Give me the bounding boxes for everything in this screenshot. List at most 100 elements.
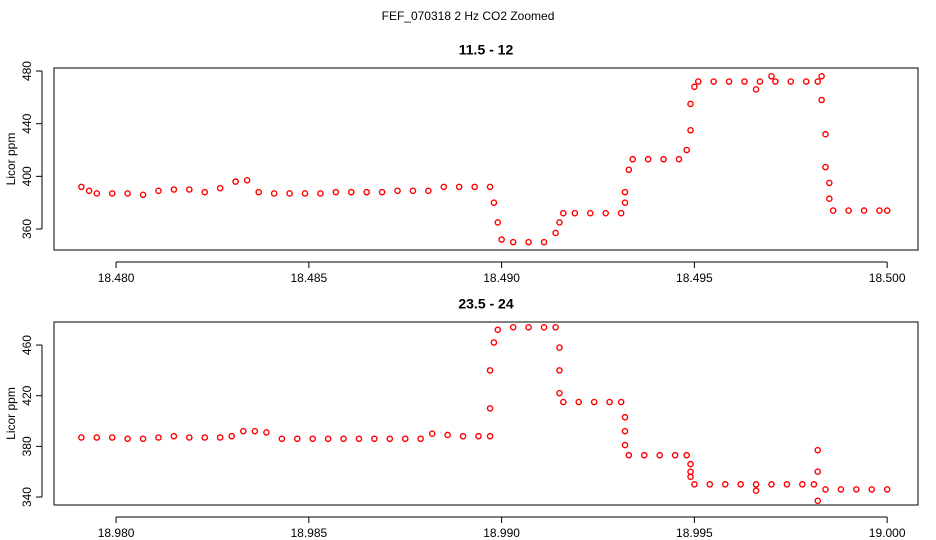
point	[293, 435, 301, 443]
x-tick-label: 18.995	[676, 526, 713, 540]
y-tick-label: 360	[20, 219, 34, 239]
point	[783, 481, 791, 488]
y-tick-label: 340	[20, 487, 34, 507]
point	[85, 187, 93, 195]
point	[155, 434, 162, 441]
point	[552, 229, 559, 237]
point	[556, 219, 563, 226]
point	[883, 486, 891, 493]
point	[586, 209, 594, 217]
point	[829, 207, 837, 214]
point	[417, 435, 424, 443]
point	[687, 473, 694, 481]
point	[876, 207, 883, 214]
point	[687, 100, 694, 108]
y-tick-label: 460	[20, 335, 34, 355]
point	[602, 209, 610, 217]
point	[802, 78, 810, 85]
point	[459, 432, 467, 440]
point	[552, 324, 559, 331]
x-tick-label: 18.980	[98, 526, 135, 540]
point	[301, 190, 309, 197]
point	[694, 78, 702, 85]
point	[486, 183, 494, 191]
point	[818, 96, 825, 104]
point	[826, 179, 833, 187]
point	[409, 187, 417, 195]
point	[768, 72, 775, 80]
point	[340, 435, 347, 443]
point	[255, 188, 263, 196]
point	[799, 481, 806, 488]
point	[621, 427, 629, 435]
point	[710, 78, 717, 85]
point	[837, 486, 845, 493]
x-tick-label: 18.495	[676, 271, 713, 285]
point	[706, 481, 714, 488]
point	[556, 389, 563, 397]
point	[108, 190, 116, 197]
point	[494, 326, 502, 334]
point	[378, 188, 386, 196]
point	[78, 434, 85, 441]
point	[621, 441, 629, 449]
x-tick-label: 18.500	[869, 271, 906, 285]
point	[691, 481, 698, 488]
point	[737, 481, 744, 488]
x-tick-label: 18.480	[98, 271, 135, 285]
point	[540, 238, 548, 246]
point	[425, 187, 432, 195]
figure-title: FEF_070318 2 Hz CO2 Zoomed	[382, 9, 555, 23]
point	[270, 190, 278, 197]
point	[486, 432, 494, 440]
point	[216, 184, 224, 192]
point	[201, 188, 209, 196]
point	[240, 427, 247, 435]
point	[814, 497, 822, 505]
point	[656, 451, 663, 459]
point	[822, 486, 829, 493]
point	[471, 183, 478, 191]
point	[444, 431, 451, 439]
point	[401, 435, 409, 443]
point	[752, 481, 760, 488]
point	[725, 78, 733, 85]
point	[78, 183, 85, 191]
point	[814, 78, 822, 85]
point	[124, 190, 131, 197]
point	[845, 207, 852, 214]
point	[683, 146, 690, 154]
point	[525, 238, 532, 246]
point	[251, 427, 259, 435]
point	[621, 413, 629, 421]
point	[822, 130, 829, 138]
point	[660, 155, 667, 163]
point	[868, 486, 876, 493]
point	[640, 451, 648, 459]
point	[606, 398, 613, 406]
point	[498, 236, 505, 243]
point	[455, 183, 463, 191]
point	[818, 72, 825, 80]
point	[186, 186, 193, 193]
point	[124, 435, 131, 443]
point	[201, 434, 209, 441]
plot-frame	[53, 321, 919, 506]
point	[556, 367, 563, 374]
point	[216, 434, 224, 441]
point	[752, 487, 760, 494]
point	[644, 155, 652, 163]
point	[93, 434, 101, 441]
point	[347, 188, 355, 196]
point	[494, 219, 502, 226]
point	[691, 83, 698, 91]
point	[108, 434, 116, 441]
point	[675, 155, 683, 163]
y-tick-label: 480	[20, 61, 34, 81]
point	[386, 435, 394, 443]
x-tick-label: 18.485	[290, 271, 327, 285]
point	[509, 238, 517, 246]
point	[721, 481, 729, 488]
point	[814, 468, 822, 475]
